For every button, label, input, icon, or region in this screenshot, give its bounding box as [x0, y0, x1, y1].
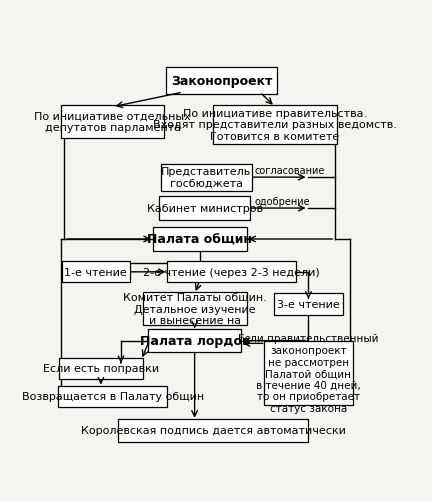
Text: 1-е чтение: 1-е чтение: [64, 268, 127, 277]
FancyBboxPatch shape: [59, 358, 143, 379]
Text: По инициативе правительства.
Входят представители разных ведомств.
Готовится в к: По инициативе правительства. Входят пред…: [153, 108, 397, 141]
FancyBboxPatch shape: [161, 164, 251, 191]
Text: Если правительственный
законопроект
не рассмотрен
Палатой общин
в течение 40 дне: Если правительственный законопроект не р…: [238, 334, 379, 413]
FancyBboxPatch shape: [264, 342, 353, 405]
FancyBboxPatch shape: [166, 68, 276, 95]
Text: Комитет Палаты общин.
Детальное изучение
и вынесение на: Комитет Палаты общин. Детальное изучение…: [123, 293, 267, 326]
Text: согласование: согласование: [255, 166, 325, 176]
Text: Кабинет министров: Кабинет министров: [146, 203, 263, 213]
Text: По инициативе отдельных
депутатов парламента: По инициативе отдельных депутатов парлам…: [34, 111, 191, 133]
FancyBboxPatch shape: [148, 329, 241, 353]
FancyBboxPatch shape: [118, 419, 308, 442]
FancyBboxPatch shape: [159, 197, 250, 220]
FancyBboxPatch shape: [58, 386, 167, 407]
Text: Возвращается в Палату общин: Возвращается в Палату общин: [22, 391, 203, 401]
FancyBboxPatch shape: [213, 106, 337, 144]
Text: Законопроект: Законопроект: [171, 75, 272, 88]
Text: Палата общин: Палата общин: [147, 233, 252, 246]
FancyBboxPatch shape: [143, 293, 247, 325]
FancyBboxPatch shape: [274, 294, 343, 315]
Text: одобрение: одобрение: [254, 197, 310, 207]
Text: Королевская подпись дается автоматически: Королевская подпись дается автоматически: [81, 425, 346, 435]
FancyBboxPatch shape: [60, 105, 165, 138]
Text: Представитель
госбюджета: Представитель госбюджета: [161, 167, 251, 188]
Text: Если есть поправки: Если есть поправки: [43, 364, 159, 374]
FancyBboxPatch shape: [61, 262, 130, 283]
Text: 2-е чтение (через 2-3 недели): 2-е чтение (через 2-3 недели): [143, 268, 320, 277]
Text: 3-е чтение: 3-е чтение: [277, 299, 340, 309]
FancyBboxPatch shape: [167, 262, 296, 283]
FancyBboxPatch shape: [153, 228, 247, 251]
Text: Палата лордов: Палата лордов: [140, 335, 250, 348]
